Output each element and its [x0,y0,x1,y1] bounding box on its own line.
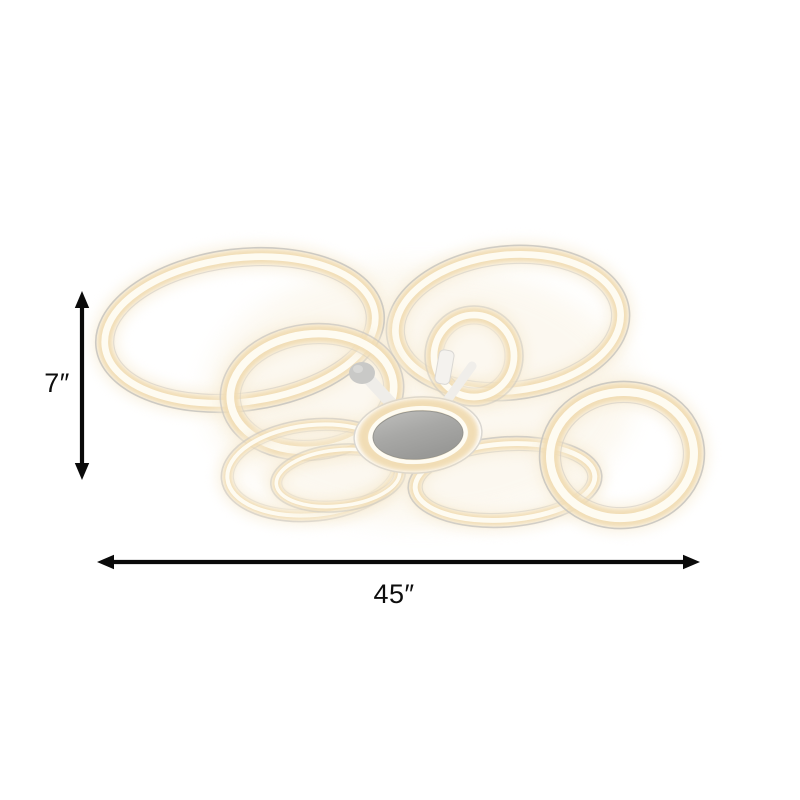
height-arrow-head-top [74,291,90,308]
height-label: 7″ [44,368,70,398]
height-dimension: 7″ [44,291,90,480]
canopy-disc [372,410,464,460]
ring-mid-right [418,299,530,413]
canopy-glow [357,398,479,472]
width-arrow-head-left [97,554,114,570]
mount-knob [349,362,375,384]
mount-knob-highlight [353,365,363,373]
width-dimension: 45″ [97,554,700,609]
canopy-glow-core [368,405,468,465]
ring-bottom-middle [401,430,609,534]
mount-bracket [434,349,455,385]
width-arrow-head-right [683,554,700,570]
ring-bottom-right [533,374,711,536]
center-canopy [353,396,483,474]
width-label: 45″ [373,579,414,609]
height-arrow-head-bottom [74,463,90,480]
